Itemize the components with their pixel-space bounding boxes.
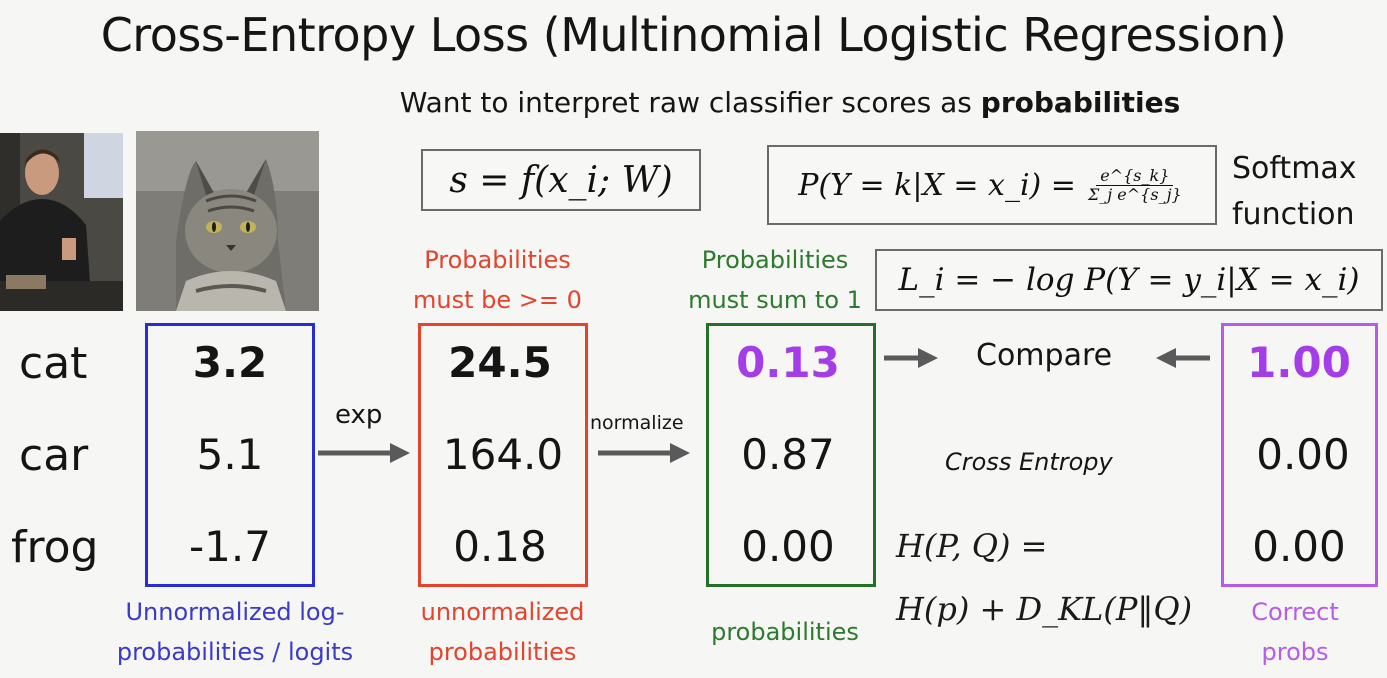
logit-cat: 3.2	[192, 338, 268, 387]
speaker-webcam-image	[0, 133, 123, 311]
logits-caption-line2: probabilities / logits	[116, 638, 354, 666]
probs-header-line1: Probabilities	[701, 246, 849, 274]
subtitle-text: Want to interpret raw classifier scores …	[399, 86, 981, 119]
normalize-arrow-icon	[598, 443, 690, 463]
exp-frog: 0.18	[453, 522, 547, 571]
softmax-label: Softmax function	[1232, 146, 1357, 238]
slide-subtitle: Want to interpret raw classifier scores …	[0, 86, 1387, 119]
class-label-cat: cat	[19, 338, 88, 389]
loss-formula: L_i = − log P(Y = y_i|X = x_i)	[875, 249, 1383, 311]
correct-frog: 0.00	[1252, 522, 1346, 571]
subtitle-bold: probabilities	[980, 86, 1181, 119]
logits-caption: Unnormalized log- probabilities / logits	[100, 592, 370, 672]
logits-caption-line1: Unnormalized log-	[125, 598, 345, 626]
softmax-fraction: e^{s_k} Σ_j e^{s_j}	[1084, 166, 1186, 204]
cat-photo-icon	[136, 131, 319, 311]
score-formula: s = f(x_i; W)	[421, 149, 701, 211]
softmax-formula: P(Y = k|X = x_i) = e^{s_k} Σ_j e^{s_j}	[767, 145, 1217, 225]
correct-caption: Correct probs	[1220, 592, 1370, 672]
softmax-numerator: e^{s_k}	[1096, 166, 1174, 186]
cat-image	[136, 131, 319, 311]
softmax-label-line1: Softmax	[1232, 151, 1357, 186]
probs-caption: probabilities	[711, 618, 859, 646]
exp-caption: unnormalized probabilities	[380, 592, 625, 672]
exp-caption-line1: unnormalized	[420, 598, 585, 626]
softmax-denominator: Σ_j e^{s_j}	[1087, 184, 1182, 204]
compare-label: Compare	[976, 338, 1113, 373]
exp-header-line2: must be >= 0	[413, 286, 582, 314]
logits-box	[145, 323, 315, 587]
logit-frog: -1.7	[189, 522, 271, 571]
compare-left-arrow-icon	[1156, 348, 1210, 368]
exp-header: Probabilities must be >= 0	[370, 240, 625, 320]
exp-cat: 24.5	[448, 338, 552, 387]
normalize-label: normalize	[590, 412, 684, 434]
exp-caption-line2: probabilities	[428, 638, 577, 666]
softmax-label-line2: function	[1232, 197, 1355, 232]
exp-header-line1: Probabilities	[424, 246, 571, 274]
prob-car: 0.87	[741, 430, 835, 479]
correct-cat: 1.00	[1247, 338, 1351, 387]
correct-car: 0.00	[1256, 430, 1350, 479]
probs-box	[706, 323, 876, 587]
speaker-figure-icon	[0, 133, 123, 311]
prob-frog: 0.00	[741, 522, 835, 571]
slide-title: Cross-Entropy Loss (Multinomial Logistic…	[100, 8, 1287, 62]
class-label-car: car	[19, 430, 89, 481]
softmax-lhs: P(Y = k|X = x_i) =	[798, 167, 1076, 203]
cross-entropy-formula-line1: H(P, Q) =	[896, 527, 1048, 565]
cross-entropy-label: Cross Entropy	[945, 448, 1113, 476]
cross-entropy-formula-line2: H(p) + D_KL(P‖Q)	[896, 590, 1193, 628]
exp-label: exp	[335, 400, 383, 430]
probs-header-line2: must sum to 1	[688, 286, 862, 314]
compare-right-arrow-icon	[884, 348, 938, 368]
exp-box	[418, 323, 588, 587]
correct-probs-box	[1221, 323, 1378, 587]
prob-cat: 0.13	[736, 338, 840, 387]
correct-caption-line2: probs	[1261, 638, 1329, 666]
exp-arrow-icon	[318, 443, 410, 463]
logit-car: 5.1	[196, 430, 264, 479]
class-label-frog: frog	[11, 522, 99, 573]
probs-header: Probabilities must sum to 1	[660, 240, 890, 320]
exp-car: 164.0	[442, 430, 564, 479]
correct-caption-line1: Correct	[1251, 598, 1339, 626]
